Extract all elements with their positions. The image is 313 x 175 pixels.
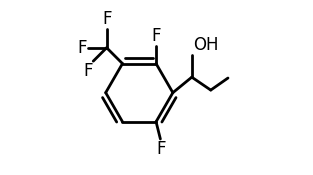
- Text: F: F: [151, 27, 161, 46]
- Text: F: F: [83, 62, 92, 80]
- Text: F: F: [77, 39, 87, 57]
- Text: F: F: [102, 10, 111, 28]
- Text: F: F: [156, 140, 166, 158]
- Text: OH: OH: [193, 36, 218, 54]
